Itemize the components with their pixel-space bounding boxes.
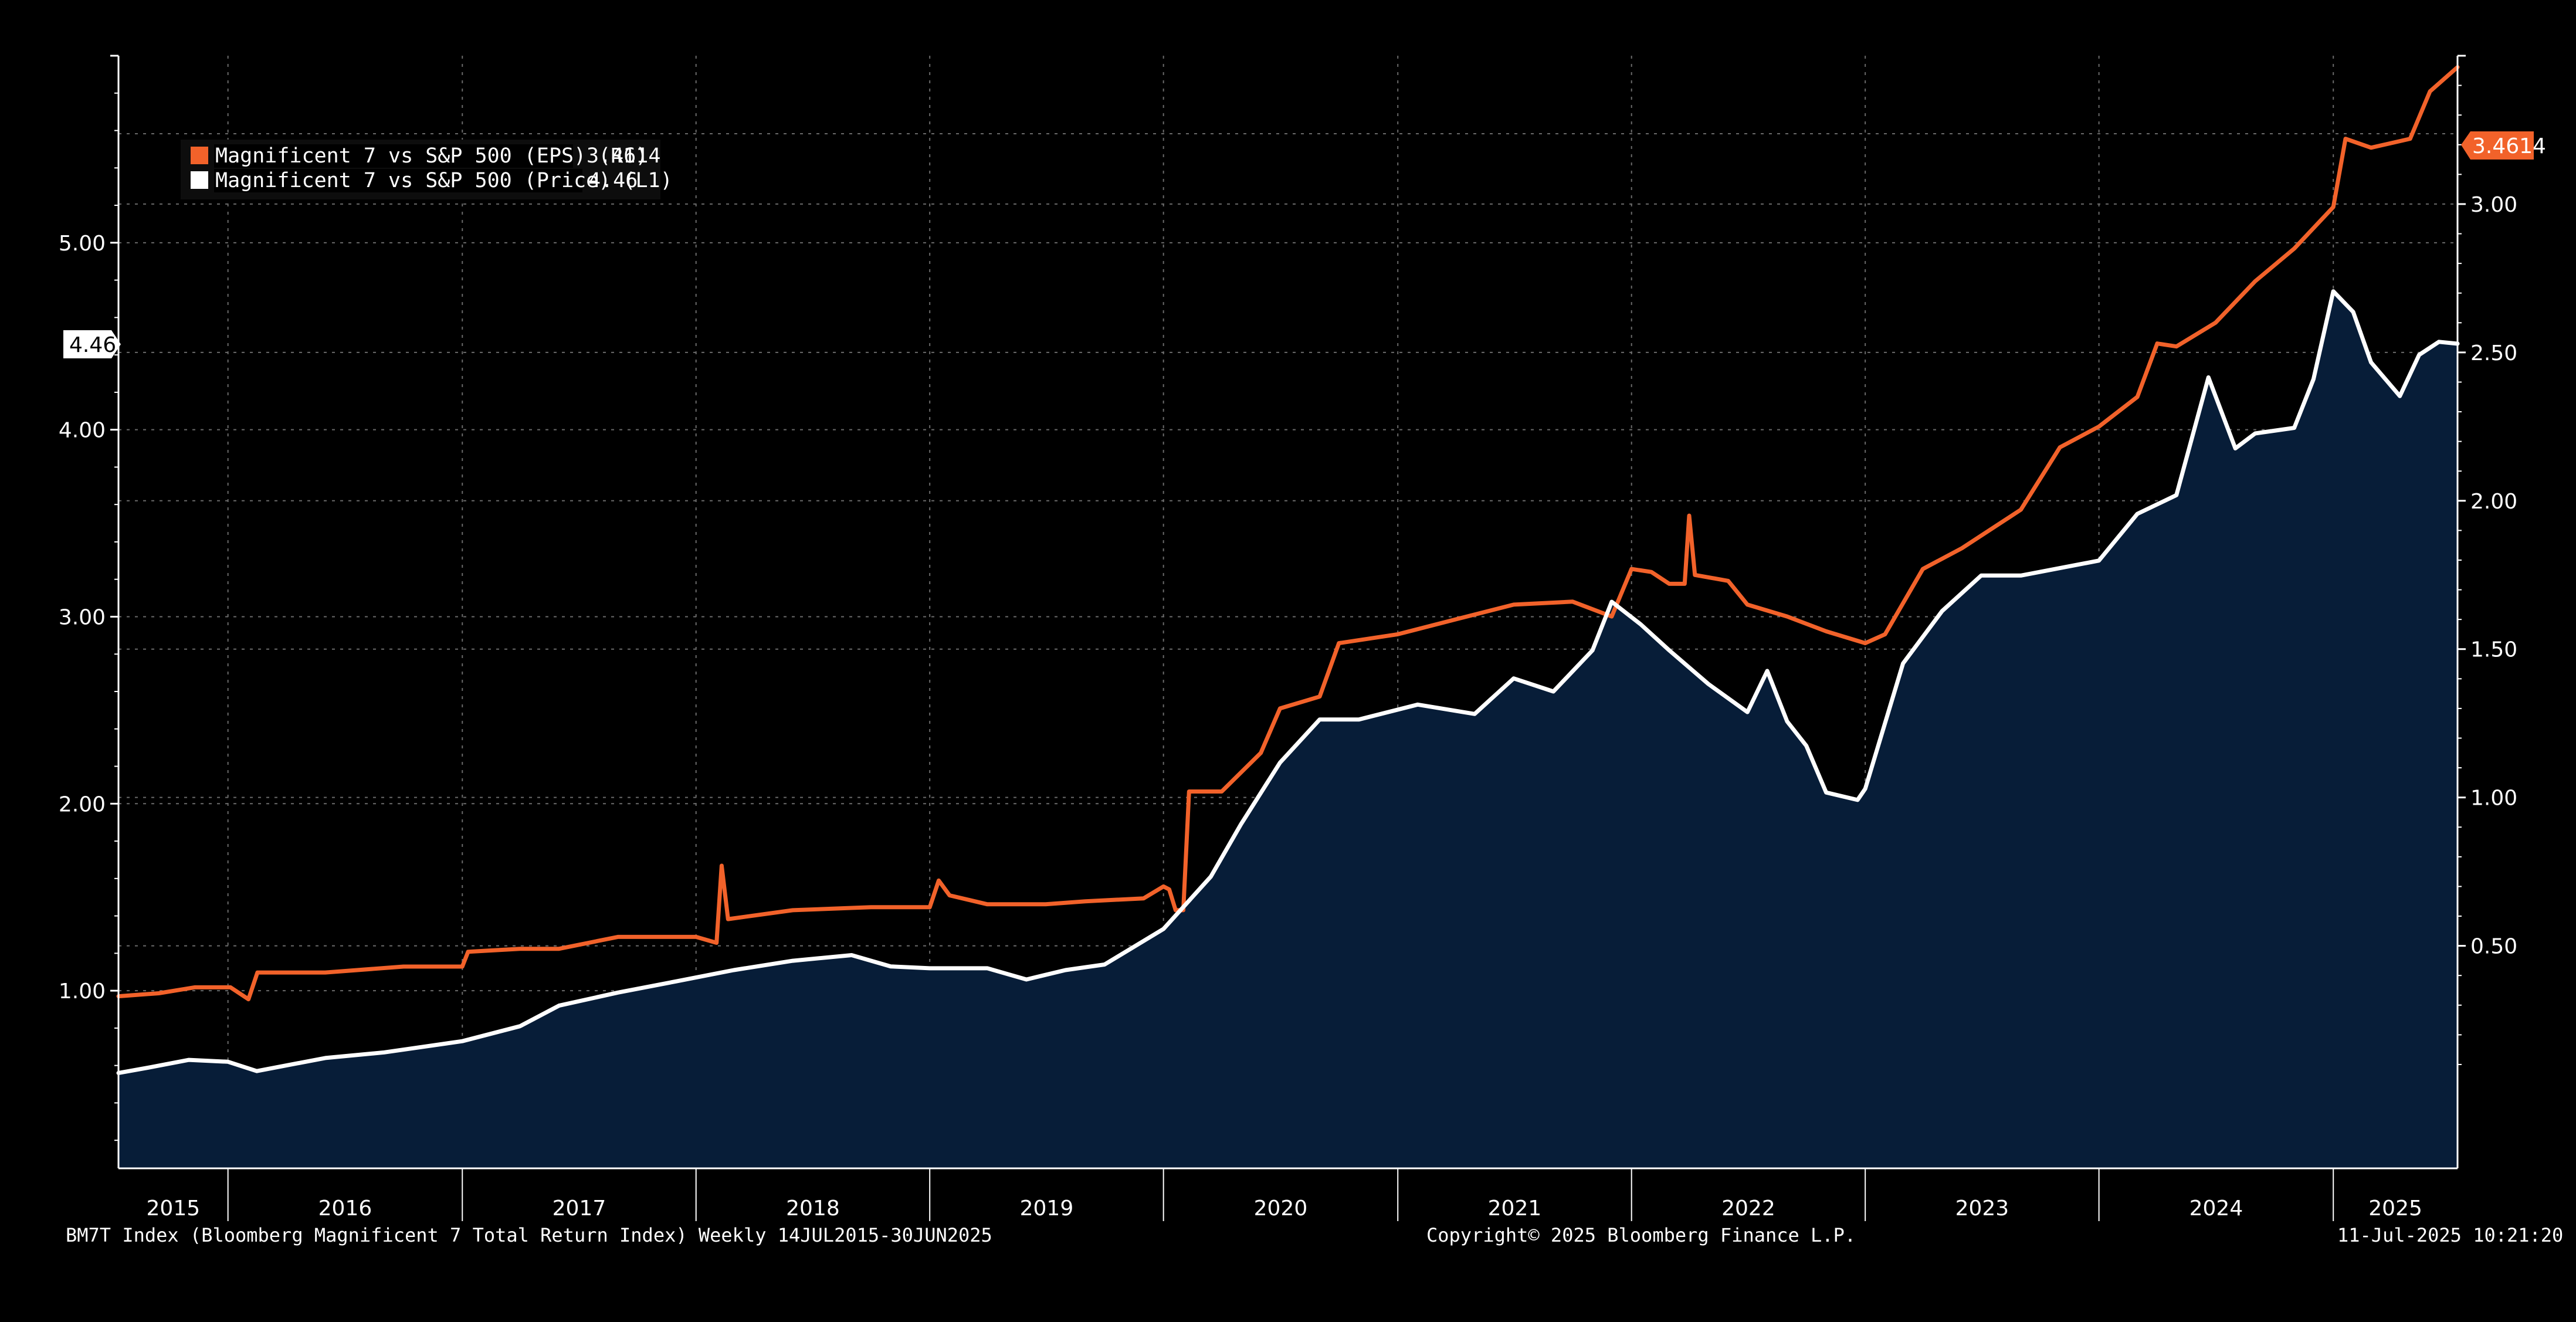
left-axis-tick-label: 2.00: [59, 792, 106, 816]
legend: Magnificent 7 vs S&P 500 (EPS) (R1) 3.46…: [181, 140, 673, 199]
axes: 1.00 2.00 3.00 4.00 5.00 0.50 1.00 1.50 2.00 2.50…: [59, 55, 2517, 1221]
x-axis-tick-label: 2016: [318, 1196, 372, 1221]
left-axis-tick-label: 3.00: [59, 605, 106, 629]
left-value-badge: 4.46: [63, 330, 121, 358]
footer-timestamp: 11-Jul-2025 10:21:20: [2337, 1224, 2563, 1246]
left-badge-shape: [63, 330, 121, 358]
x-axis-tick-label: 2022: [1721, 1196, 1775, 1221]
legend-value-eps: 3.4614: [587, 144, 660, 168]
right-axis-tick-label: 2.50: [2470, 341, 2517, 365]
legend-swatch-eps: [191, 147, 208, 164]
legend-swatch-price: [191, 171, 208, 189]
x-axis-tick-label: 2017: [553, 1196, 606, 1221]
price-series-line: [116, 289, 2460, 1075]
x-axis-tick-label: 2024: [2189, 1196, 2243, 1221]
series-lines: [116, 65, 2460, 1075]
legend-label-bg-price: [214, 169, 582, 192]
legend-label-eps: Magnificent 7 vs S&P 500 (EPS) (R1): [215, 144, 648, 168]
footer-source: BM7T Index (Bloomberg Magnificent 7 Tota…: [66, 1224, 992, 1246]
right-axis-tick-label: 1.50: [2470, 638, 2517, 662]
right-badge-text: 3.4614: [2472, 134, 2546, 158]
right-value-badge: 3.4614: [2461, 131, 2546, 160]
left-axis-tick-label: 4.00: [59, 419, 106, 443]
legend-value-price: 4.46: [588, 169, 638, 192]
left-axis-tick-label: 5.00: [59, 232, 106, 256]
right-axis-tick-label: 0.50: [2470, 935, 2517, 959]
x-axis-tick-label: 2018: [786, 1196, 840, 1221]
eps-series-line: [116, 65, 2460, 1002]
x-axis-tick-label: 2019: [1020, 1196, 1074, 1221]
legend-label-price: Magnificent 7 vs S&P 500 (Price) (L1): [215, 169, 673, 192]
footer-copyright: Copyright© 2025 Bloomberg Finance L.P.: [1426, 1224, 1856, 1246]
right-badge-shape: [2461, 131, 2534, 160]
x-axis-tick-label: 2020: [1254, 1196, 1308, 1221]
legend-label-bg-eps: [214, 144, 573, 168]
price-area-fill: [118, 291, 2458, 1169]
right-axis-tick-label: 1.00: [2470, 787, 2517, 811]
x-axis-tick-label: 2021: [1488, 1196, 1542, 1221]
x-axis-tick-label: 2015: [147, 1196, 201, 1221]
right-axis-tick-label: 2.00: [2470, 490, 2517, 514]
left-badge-text: 4.46: [69, 333, 116, 357]
price-area: [118, 291, 2458, 1169]
right-axis-tick-label: 3.00: [2470, 193, 2517, 217]
left-axis-tick-label: 1.00: [59, 979, 106, 1004]
x-axis-tick-label: 2025: [2368, 1196, 2422, 1221]
x-axis-tick-label: 2023: [1955, 1196, 2009, 1221]
